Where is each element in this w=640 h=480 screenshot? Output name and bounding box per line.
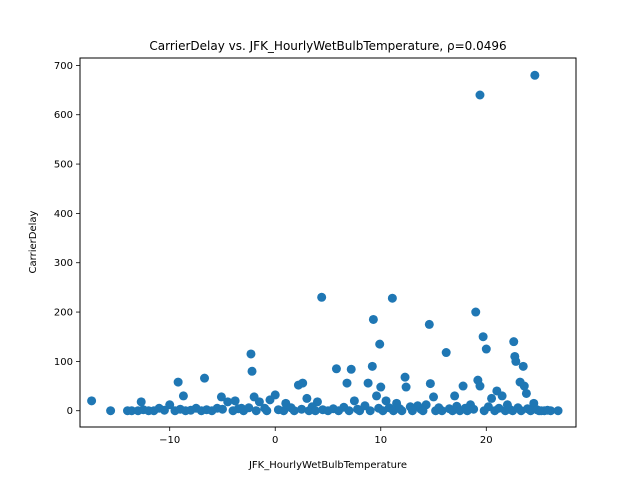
data-point	[407, 406, 417, 416]
data-point	[349, 396, 359, 406]
data-point	[363, 378, 373, 388]
data-point	[424, 319, 434, 329]
data-point	[375, 339, 385, 349]
data-point	[511, 356, 521, 366]
data-point	[297, 404, 307, 414]
data-point	[543, 405, 553, 415]
data-point	[478, 332, 488, 342]
x-tick-label: 20	[480, 435, 493, 446]
data-point	[159, 405, 169, 415]
data-point	[367, 361, 377, 371]
data-point	[425, 379, 435, 389]
data-point	[262, 406, 272, 416]
data-point	[376, 382, 386, 392]
data-point	[372, 391, 382, 401]
data-point	[279, 406, 289, 416]
data-point	[346, 364, 356, 374]
data-point	[521, 388, 531, 398]
data-point	[441, 348, 451, 358]
y-tick-label: 100	[54, 357, 73, 368]
data-point	[519, 381, 529, 391]
data-points	[87, 70, 563, 416]
data-point	[223, 397, 233, 407]
data-point	[178, 391, 188, 401]
data-point	[518, 361, 528, 371]
y-tick-label: 500	[54, 160, 73, 171]
data-point	[401, 382, 411, 392]
x-tick-label: 0	[272, 435, 278, 446]
data-point	[553, 406, 563, 416]
data-point	[475, 381, 485, 391]
data-point	[216, 392, 226, 402]
data-point	[149, 406, 159, 416]
data-point	[317, 292, 327, 302]
data-point	[289, 406, 299, 416]
data-point	[387, 293, 397, 303]
data-point	[173, 377, 183, 387]
data-point	[344, 406, 354, 416]
data-point	[400, 372, 410, 382]
y-tick-label: 600	[54, 110, 73, 121]
data-point	[450, 391, 460, 401]
data-point	[200, 373, 210, 383]
y-tick-label: 200	[54, 308, 73, 319]
data-point	[136, 397, 146, 407]
data-point	[458, 381, 468, 391]
data-point	[471, 307, 481, 317]
data-point	[106, 406, 116, 416]
data-point	[418, 406, 428, 416]
data-point	[368, 314, 378, 324]
data-point	[298, 378, 308, 388]
x-tick-label: 10	[374, 435, 387, 446]
y-tick-label: 700	[54, 61, 73, 72]
data-point	[230, 396, 240, 406]
data-point	[509, 337, 519, 347]
y-axis-label: CarrierDelay	[28, 210, 39, 273]
data-point	[302, 393, 312, 403]
data-point	[310, 406, 320, 416]
data-point	[429, 392, 439, 402]
data-point	[251, 406, 261, 416]
data-point	[217, 404, 227, 414]
y-axis-ticks: 0 100 200 300 400 500 600 700	[54, 61, 80, 417]
data-point	[246, 349, 256, 359]
data-point	[530, 70, 540, 80]
x-tick-label: −10	[159, 435, 180, 446]
data-point	[437, 406, 447, 416]
plot-frame	[79, 57, 577, 428]
data-point	[87, 396, 97, 406]
data-point	[207, 406, 217, 416]
data-point	[254, 397, 264, 407]
data-point	[138, 405, 148, 415]
data-point	[331, 364, 341, 374]
data-point	[247, 366, 257, 376]
data-point	[381, 396, 391, 406]
data-point	[365, 406, 375, 416]
chart-title: CarrierDelay vs. JFK_HourlyWetBulbTemper…	[149, 39, 506, 53]
y-tick-label: 300	[54, 258, 73, 269]
data-point	[244, 403, 254, 413]
data-point	[127, 406, 137, 416]
data-point	[397, 406, 407, 416]
data-point	[497, 391, 507, 401]
data-point	[270, 390, 280, 400]
y-tick-label: 0	[67, 406, 73, 417]
data-point	[481, 344, 491, 354]
data-point	[475, 90, 485, 100]
data-point	[186, 405, 196, 415]
data-point	[487, 393, 497, 403]
x-axis-label: JFK_HourlyWetBulbTemperature	[248, 460, 407, 471]
data-point	[342, 378, 352, 388]
x-axis-ticks: −10 0 10 20	[159, 427, 493, 446]
data-point	[469, 404, 479, 414]
y-tick-label: 400	[54, 209, 73, 220]
